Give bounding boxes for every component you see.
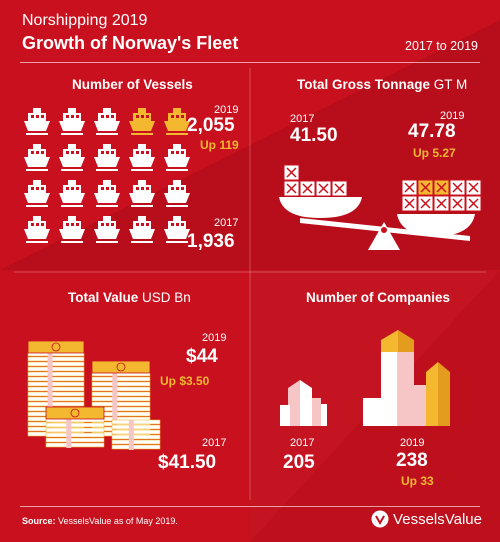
right-container-stack	[401, 179, 482, 212]
value-value-2019: $44	[186, 346, 218, 367]
vessel-icon	[94, 108, 120, 135]
vessel-icon	[59, 108, 85, 135]
vessel-icon	[59, 180, 85, 207]
vessel-icon	[129, 216, 155, 243]
vessel-icon	[24, 144, 50, 171]
companies-year-2019: 2019	[400, 437, 425, 449]
buildings-2017	[280, 380, 327, 426]
vessels-year-2017: 2017	[214, 217, 239, 229]
vessel-icon	[24, 180, 50, 207]
companies-title: Number of Companies	[306, 290, 451, 305]
container-icon	[331, 180, 348, 197]
container-icon	[417, 195, 434, 212]
tonnage-year-2017: 2017	[290, 113, 315, 125]
vessel-icon	[129, 108, 155, 135]
vessels-value-2017: 1,936	[187, 231, 235, 252]
vessels-year-2019: 2019	[214, 104, 239, 116]
companies-change: Up 33	[401, 474, 434, 488]
brand[interactable]: VesselsValue	[371, 510, 482, 528]
page-title: Growth of Norway's Fleet	[22, 33, 239, 53]
value-unit: USD Bn	[142, 290, 191, 305]
container-icon	[449, 179, 466, 196]
source-note: Source: VesselsValue as of May 2019.	[22, 516, 178, 526]
container-icon	[449, 195, 466, 212]
container-icon	[401, 179, 418, 196]
tonnage-title: Total Gross Tonnage GT M	[297, 77, 467, 92]
money-stacks-illustration	[27, 340, 161, 450]
scale-fulcrum	[368, 222, 400, 250]
container-icon	[315, 180, 332, 197]
brand-logo-icon	[371, 510, 389, 528]
dollar-bill-icon	[45, 406, 105, 420]
left-container-stack	[283, 164, 348, 197]
vessel-icon	[164, 144, 190, 171]
money-stack	[45, 417, 105, 448]
tonnage-unit: GT M	[433, 77, 468, 92]
container-icon	[417, 179, 434, 196]
dollar-bill-icon	[27, 340, 85, 354]
left-scale-pan	[279, 197, 362, 218]
container-icon	[433, 195, 450, 212]
vessels-title: Number of Vessels	[72, 77, 193, 92]
container-icon	[283, 164, 300, 181]
brand-name: VesselsValue	[393, 510, 482, 528]
event-name: Norshipping 2019	[22, 12, 148, 29]
tonnage-title-text: Total Gross Tonnage	[297, 77, 431, 92]
tonnage-change: Up 5.27	[413, 146, 456, 160]
dollar-bill-icon	[91, 360, 151, 374]
value-change: Up $3.50	[160, 374, 210, 388]
vessel-icon	[59, 216, 85, 243]
companies-value-2017: 205	[283, 452, 315, 473]
vessel-icon	[94, 180, 120, 207]
vessel-icon	[164, 180, 190, 207]
container-icon	[299, 180, 316, 197]
value-year-2019: 2019	[202, 332, 227, 344]
vessel-icon	[164, 216, 190, 243]
companies-year-2017: 2017	[290, 437, 315, 449]
vessel-icon	[59, 144, 85, 171]
container-icon	[401, 195, 418, 212]
header-rule	[20, 62, 480, 63]
container-icon	[465, 179, 482, 196]
companies-value-2019: 238	[396, 450, 428, 471]
container-icon	[465, 195, 482, 212]
value-title: Total Value USD Bn	[68, 290, 191, 305]
vessel-icon	[129, 144, 155, 171]
value-value-2017: $41.50	[158, 452, 217, 473]
vessels-value-2019: 2,055	[187, 115, 235, 136]
money-stack	[111, 419, 161, 450]
buildings-2019	[363, 330, 450, 426]
value-title-text: Total Value	[68, 290, 139, 305]
source-label: Source:	[22, 516, 56, 526]
footer-rule	[20, 506, 480, 507]
vessel-icon	[164, 108, 190, 135]
tonnage-year-2019: 2019	[440, 110, 465, 122]
container-icon	[283, 180, 300, 197]
fulcrum-pin	[381, 227, 387, 233]
right-scale-pan	[397, 214, 475, 236]
scale-illustration	[279, 164, 482, 250]
vessels-change: Up 119	[200, 138, 239, 152]
value-year-2017: 2017	[202, 437, 227, 449]
period-label: 2017 to 2019	[405, 39, 478, 53]
vessel-icon	[94, 216, 120, 243]
vessel-icon	[24, 108, 50, 135]
tonnage-value-2019: 47.78	[408, 121, 456, 142]
vessel-icon	[24, 216, 50, 243]
vessel-icon	[94, 144, 120, 171]
vessel-icon-grid	[24, 108, 190, 243]
container-icon	[433, 179, 450, 196]
source-text: VesselsValue as of May 2019.	[58, 516, 178, 526]
tonnage-value-2017: 41.50	[290, 125, 338, 146]
vessel-icon	[129, 180, 155, 207]
diagonal-shade-top	[0, 20, 500, 270]
